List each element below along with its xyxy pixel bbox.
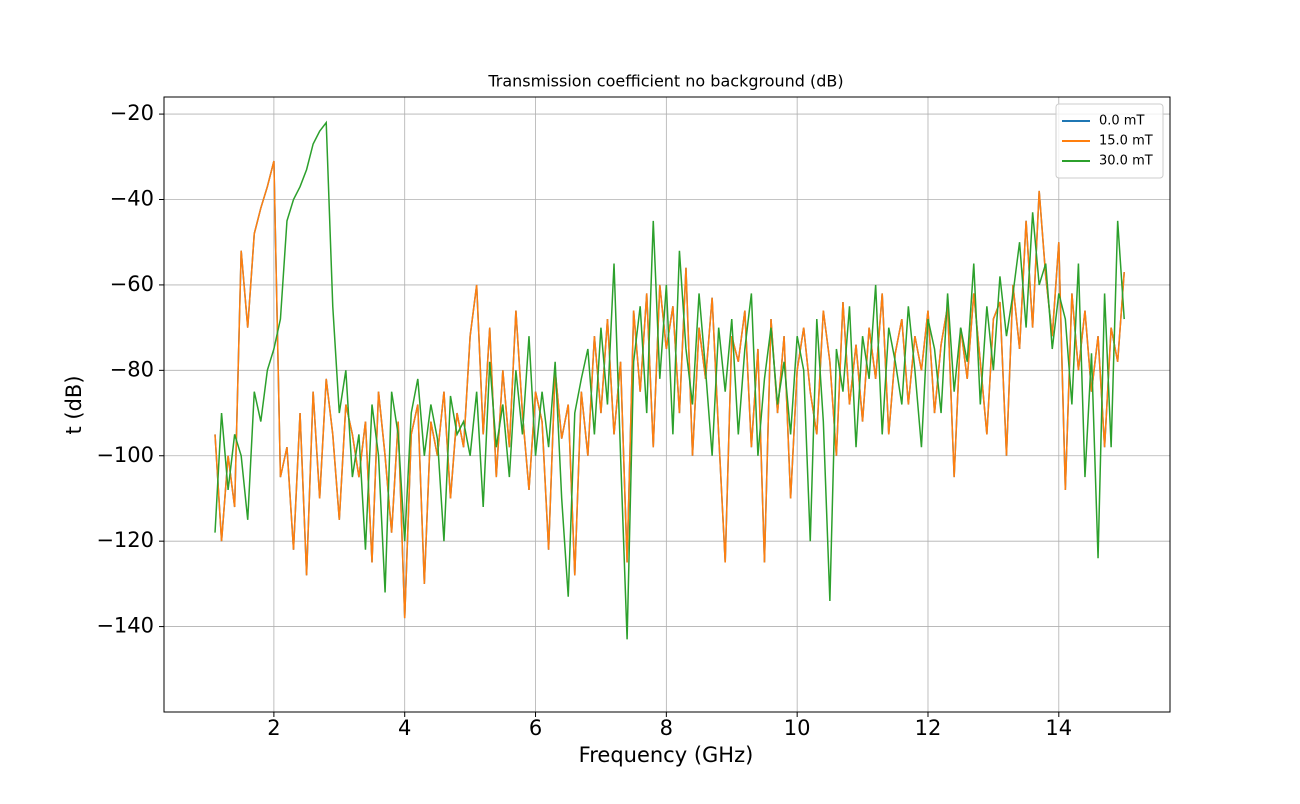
- y-tick-label: −40: [110, 187, 154, 211]
- y-axis-label: t (dB): [62, 375, 86, 434]
- legend-box: [1055, 103, 1164, 179]
- x-tick-label: 6: [529, 716, 542, 740]
- y-tick-label: −120: [96, 528, 154, 552]
- legend-label: 30.0 mT: [1099, 154, 1153, 169]
- y-tick-label: −80: [110, 357, 154, 381]
- x-tick-label: 12: [915, 716, 942, 740]
- y-tick-label: −140: [96, 614, 154, 638]
- x-tick-label: 8: [660, 716, 673, 740]
- plot-frame: [163, 96, 1171, 713]
- legend-label: 0.0 mT: [1099, 114, 1144, 129]
- y-tick-label: −100: [96, 443, 154, 467]
- y-tick-label: −60: [110, 272, 154, 296]
- y-tick-label: −20: [110, 101, 154, 125]
- series-line: [214, 120, 1125, 640]
- x-axis-label: Frequency (GHz): [579, 743, 754, 767]
- series-line: [214, 160, 1125, 619]
- x-tick-label: 10: [784, 716, 811, 740]
- legend-label: 15.0 mT: [1099, 134, 1153, 149]
- x-tick-label: 2: [267, 716, 280, 740]
- x-tick-label: 4: [398, 716, 411, 740]
- chart-title: Transmission coefficient no background (…: [487, 72, 843, 91]
- x-tick-label: 14: [1045, 716, 1072, 740]
- series-line: [214, 160, 1125, 619]
